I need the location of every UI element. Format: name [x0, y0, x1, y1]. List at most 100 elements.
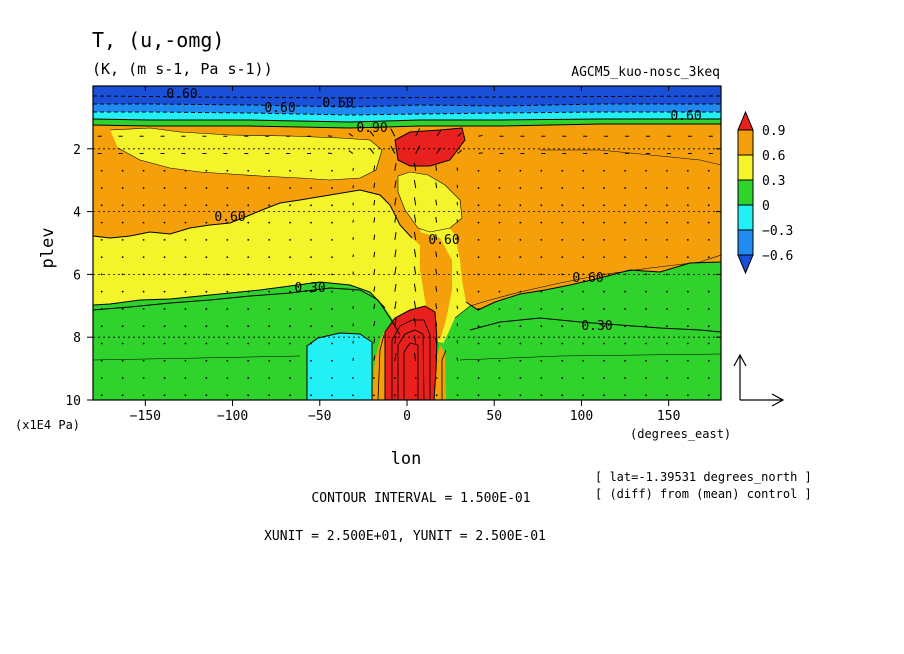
- wind-vector: [561, 359, 564, 362]
- wind-vector: [184, 204, 187, 207]
- wind-vector: [394, 266, 397, 275]
- wind-vector: [100, 221, 103, 224]
- wind-vector: [184, 325, 187, 328]
- wind-vector: [582, 359, 585, 362]
- wind-vector: [686, 221, 689, 224]
- wind-vector: [413, 197, 417, 206]
- contour-labels: 0.600.600.600.600.600.300.300.600.900.60: [166, 87, 701, 334]
- wind-vector: [100, 204, 103, 207]
- wind-vector: [645, 187, 647, 189]
- wind-vector: [247, 359, 250, 362]
- wind-vector: [394, 214, 397, 223]
- wind-vector: [142, 169, 145, 172]
- wind-vector: [707, 204, 710, 207]
- wind-vector: [310, 290, 312, 293]
- wind-vector: [686, 273, 689, 276]
- wind-vector: [686, 308, 689, 310]
- wind-vector: [310, 238, 312, 241]
- wind-vector: [310, 256, 312, 259]
- wind-vector: [163, 394, 166, 397]
- wind-vector: [707, 359, 710, 362]
- wind-vector: [163, 204, 166, 207]
- wind-vector: [268, 221, 271, 224]
- wind-vector: [456, 202, 459, 206]
- wind-vector: [142, 256, 145, 259]
- wind-vector: [121, 342, 124, 345]
- wind-vector: [707, 308, 710, 310]
- wind-vector: [121, 204, 124, 207]
- wind-vector: [331, 169, 333, 172]
- wind-vector: [624, 359, 626, 362]
- wind-vector: [310, 204, 312, 207]
- wind-vector: [100, 377, 103, 379]
- wind-vector: [498, 238, 501, 241]
- wind-vector: [205, 256, 208, 259]
- wind-vector: [624, 169, 626, 172]
- wind-vector: [226, 394, 229, 397]
- wind-vector: [645, 221, 647, 224]
- wind-vector: [268, 359, 271, 362]
- wind-vector: [184, 308, 187, 310]
- wind-vector: [603, 377, 606, 379]
- wind-vector: [310, 221, 312, 224]
- wind-vector: [163, 256, 166, 259]
- wind-vector: [331, 342, 333, 345]
- wind-vector: [163, 290, 166, 293]
- wind-vector: [331, 187, 333, 189]
- wind-vector: [310, 187, 312, 189]
- wind-vector: [348, 150, 354, 154]
- wind-vector: [413, 214, 417, 223]
- info-line-lat: [ lat=-1.39531 degrees_north ]: [595, 470, 812, 484]
- wind-vector: [645, 325, 647, 328]
- wind-vector: [226, 187, 229, 189]
- wind-vector: [184, 238, 187, 241]
- wind-vector: [247, 256, 250, 259]
- wind-vector: [205, 290, 208, 293]
- wind-vector: [582, 187, 585, 189]
- wind-vector: [268, 394, 271, 397]
- wind-vector: [707, 325, 710, 328]
- contour-label: 0.60: [214, 210, 245, 225]
- wind-vector: [561, 394, 564, 397]
- wind-vector: [289, 221, 292, 224]
- wind-vector: [226, 342, 229, 345]
- wind-vector: [394, 301, 397, 310]
- wind-vector: [289, 169, 292, 172]
- contour-label: 0.60: [428, 233, 459, 248]
- wind-vector: [184, 394, 187, 397]
- wind-vector: [413, 266, 417, 275]
- wind-vector: [498, 394, 501, 397]
- wind-vector: [666, 377, 668, 379]
- x-tick-label: 0: [403, 409, 411, 424]
- wind-vector: [331, 394, 333, 397]
- wind-vector: [121, 394, 124, 397]
- wind-vector: [331, 238, 333, 241]
- wind-vector: [268, 204, 271, 207]
- wind-vector: [373, 200, 376, 206]
- colorbar-label: −0.3: [762, 224, 793, 239]
- wind-vector: [561, 290, 564, 293]
- wind-vector: [184, 273, 187, 276]
- wind-vector: [666, 308, 668, 310]
- contour-lines: [93, 95, 721, 400]
- x-tick-label: −50: [308, 409, 331, 424]
- y-axis-label: plev: [38, 228, 58, 269]
- wind-vector: [393, 377, 396, 379]
- vector-reference: [733, 353, 785, 407]
- wind-vector: [666, 256, 668, 259]
- wind-vector: [707, 256, 710, 259]
- wind-vector: [707, 169, 710, 172]
- wind-vector: [540, 273, 543, 276]
- colorbar-segment: [737, 129, 754, 156]
- wind-vector: [478, 152, 483, 155]
- wind-vector: [163, 325, 166, 328]
- wind-vector: [582, 325, 585, 328]
- wind-vector: [100, 394, 103, 397]
- x-tick-label: 100: [570, 409, 593, 424]
- wind-vector: [540, 359, 543, 362]
- x-axis: −150 −100 −50 0 50 100 150: [130, 86, 680, 424]
- wind-vector: [413, 352, 417, 361]
- wind-vector: [369, 130, 375, 137]
- wind-vector: [477, 394, 480, 397]
- wind-vector: [414, 394, 417, 397]
